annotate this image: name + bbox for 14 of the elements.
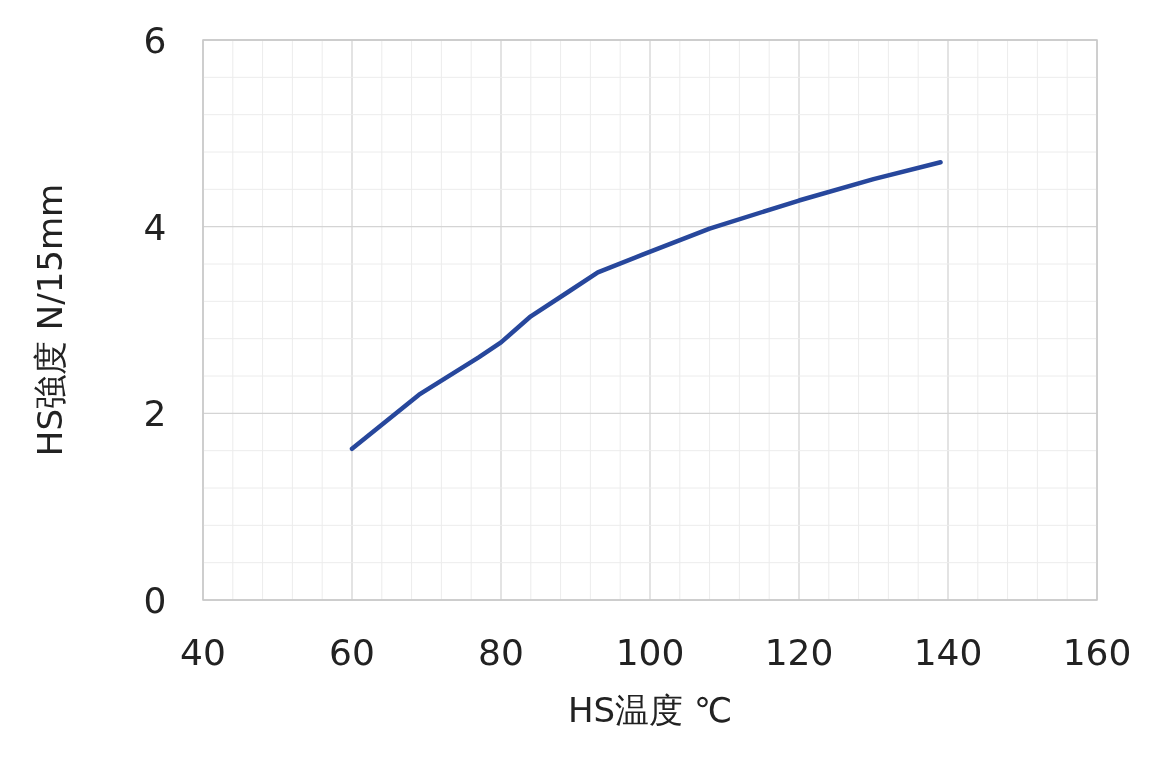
y-tick-label: 2 — [143, 393, 167, 435]
y-tick-label: 0 — [143, 580, 167, 621]
x-tick-label: 140 — [913, 632, 983, 673]
x-tick-label: 80 — [478, 632, 524, 673]
y-tick-label: 6 — [143, 20, 167, 61]
x-tick-label: 120 — [764, 632, 834, 673]
x-axis-title: HS温度 ℃ — [567, 690, 733, 730]
x-tick-label: 40 — [180, 632, 226, 673]
x-tick-label: 100 — [615, 632, 685, 673]
y-tick-label: 4 — [143, 206, 167, 248]
line-series — [349, 160, 943, 452]
x-tick-label: 160 — [1062, 632, 1132, 673]
y-axis-title: HS強度 N/15mm — [30, 183, 70, 457]
x-tick-label: 60 — [329, 632, 375, 673]
